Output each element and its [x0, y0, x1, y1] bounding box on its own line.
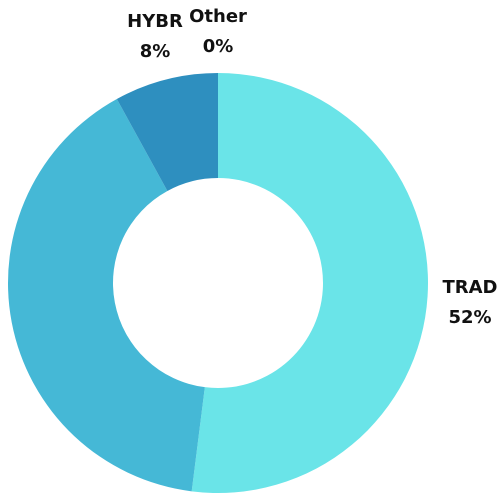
slice-value: 8%: [140, 41, 171, 62]
donut-slice: [7, 98, 205, 492]
slice-name: Other: [189, 6, 247, 27]
donut-slice: [191, 73, 428, 493]
slice-value: 0%: [203, 36, 234, 57]
slice-value: 52%: [448, 307, 491, 328]
donut-slice: [116, 73, 218, 191]
slice-name: HYBR: [127, 11, 183, 32]
slice-name: TRAD: [442, 277, 497, 298]
